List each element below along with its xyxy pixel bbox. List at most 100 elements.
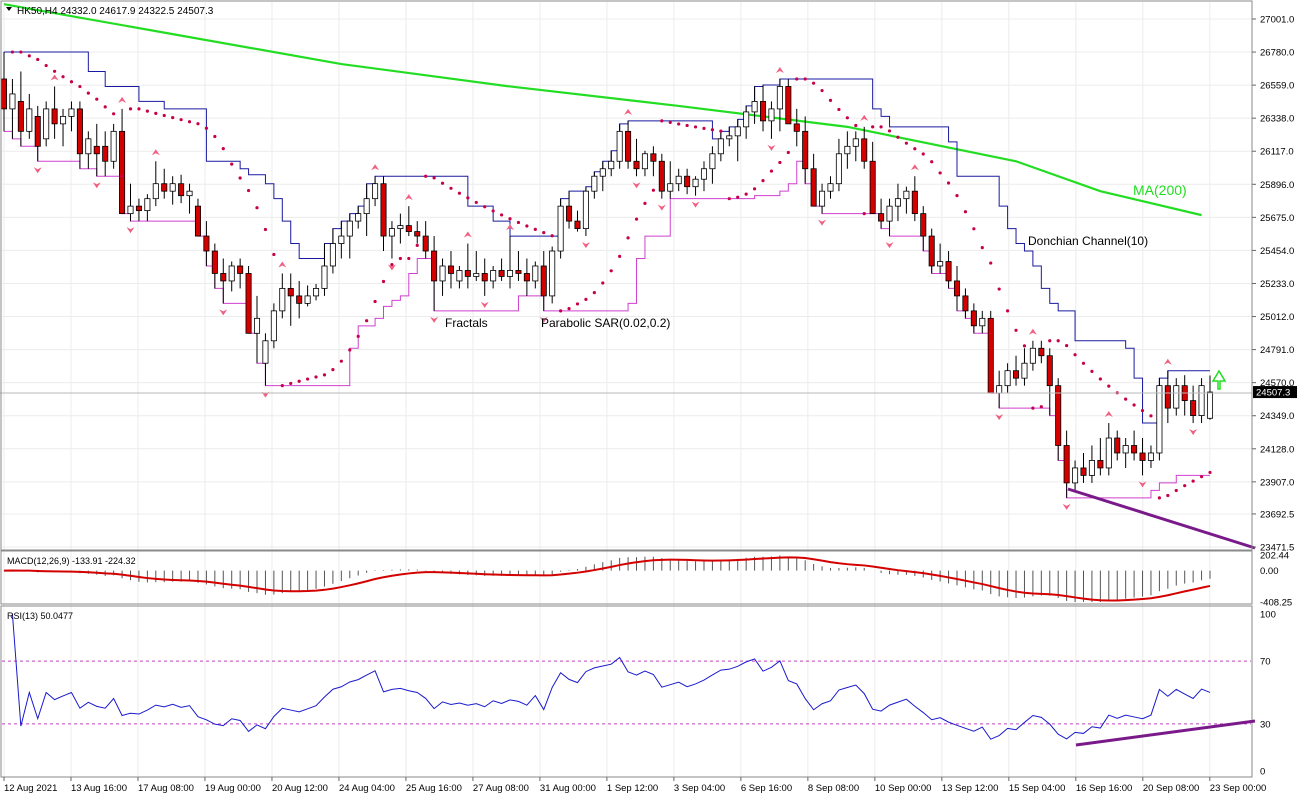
sar-dot	[474, 200, 478, 205]
candle-body	[582, 190, 589, 229]
sar-dot	[457, 191, 462, 195]
time-tick-label: 23 Sep 00:00	[1210, 783, 1267, 794]
candle-body	[1139, 452, 1146, 461]
sar-dot	[339, 359, 343, 363]
sar-dot	[120, 174, 124, 178]
candle-body	[346, 220, 353, 237]
candle-body	[549, 250, 556, 297]
sar-dot	[727, 197, 731, 201]
dropdown-triangle-icon[interactable]	[6, 7, 12, 11]
fractal-up-icon	[624, 108, 633, 115]
candle-body	[144, 198, 151, 212]
sar-dot	[1183, 484, 1187, 488]
candle-body	[591, 175, 598, 192]
candle-body	[304, 295, 311, 304]
sar-dot	[820, 88, 824, 93]
sar-dot	[10, 50, 15, 54]
sar-dot	[618, 254, 622, 259]
sar-dot	[204, 126, 209, 130]
candle-body	[768, 108, 775, 122]
candle-body	[540, 265, 547, 297]
rsi-panel-border	[0, 605, 1253, 778]
sar-dot	[651, 188, 655, 192]
price-tick-label: 25233.0	[1260, 279, 1294, 290]
time-tick-label: 6 Sep 16:00	[741, 783, 792, 794]
time-tick-label: 19 Aug 00:00	[205, 783, 261, 794]
sar-dot	[1014, 328, 1018, 332]
candle-body	[253, 317, 261, 334]
rsi-layer	[2, 613, 1251, 740]
fractals-annotation: Fractals	[445, 316, 488, 330]
sar-dot	[989, 261, 993, 265]
fractal-up-icon	[151, 149, 160, 156]
macd-tick-label: -408.25	[1260, 598, 1292, 609]
candle-body	[439, 265, 446, 282]
time-tick-label: 27 Aug 08:00	[473, 783, 529, 794]
candle-body	[431, 250, 438, 282]
rsi-line	[11, 613, 1211, 740]
sar-dot	[887, 129, 892, 133]
time-tick-label: 16 Sep 16:00	[1076, 783, 1133, 794]
sar-dot	[415, 243, 419, 247]
sar-dot	[913, 147, 917, 151]
sar-dot	[854, 123, 858, 128]
candle-body	[93, 145, 100, 155]
sar-dot	[930, 160, 934, 164]
sar-dot	[1039, 405, 1043, 409]
candle-body	[1013, 370, 1020, 379]
price-trend-line	[1067, 487, 1256, 550]
candle-body	[625, 130, 632, 162]
time-axis: 12 Aug 2021 13 Aug 16:00 17 Aug 08:00 19 Au…	[3, 777, 1267, 794]
candle-body	[287, 288, 294, 297]
sar-dot	[187, 120, 192, 124]
candle-body	[228, 265, 235, 282]
sar-dot	[1157, 496, 1161, 500]
sar-dot	[280, 384, 284, 388]
fractal-down-icon	[818, 219, 827, 226]
candle-body	[447, 265, 454, 274]
candle-body	[51, 108, 58, 125]
candle-body	[1198, 385, 1205, 416]
fractal-up-icon	[775, 66, 784, 73]
price-tick-label: 24128.0	[1260, 444, 1294, 455]
rsi-trend-line	[1075, 719, 1256, 747]
sar-dot	[575, 302, 580, 306]
time-tick-label: 8 Sep 08:00	[808, 783, 859, 794]
sar-dot	[710, 128, 715, 132]
candle-body	[819, 190, 826, 207]
sar-dot	[778, 160, 782, 165]
time-tick-label: 12 Aug 2021	[4, 783, 57, 794]
sar-dot	[634, 217, 639, 221]
time-tick-label: 1 Sep 12:00	[607, 783, 658, 794]
candle-body	[996, 385, 1003, 394]
macd-header: MACD(12,26,9) -133.91 -224.32	[7, 556, 136, 566]
macd-layer	[3, 555, 1211, 602]
candle-body	[498, 270, 505, 277]
candle-body	[692, 178, 699, 188]
candle-body	[270, 310, 277, 342]
candle-body	[506, 270, 514, 277]
candle-body	[717, 138, 724, 155]
candle-body	[43, 108, 50, 140]
candle-body	[987, 317, 994, 394]
sar-dot	[297, 379, 301, 383]
time-tick-label: 15 Sep 04:00	[1009, 783, 1066, 794]
candle-body	[405, 225, 412, 232]
candle-body	[464, 270, 471, 277]
candle-body	[152, 183, 159, 200]
sar-dot	[626, 236, 630, 240]
sar-dot	[752, 187, 757, 191]
sar-dot	[466, 196, 470, 200]
fractal-down-icon	[995, 414, 1004, 421]
rsi-tick-label: 100	[1260, 610, 1276, 621]
sar-dot	[137, 107, 141, 111]
price-tick-label: 25012.0	[1260, 312, 1294, 323]
candle-body	[903, 190, 910, 200]
ma200-line	[3, 3, 1202, 217]
candle-body	[886, 205, 893, 222]
sar-dot	[837, 107, 841, 112]
time-tick-label: 13 Sep 12:00	[942, 783, 999, 794]
sar-dot	[677, 122, 681, 126]
